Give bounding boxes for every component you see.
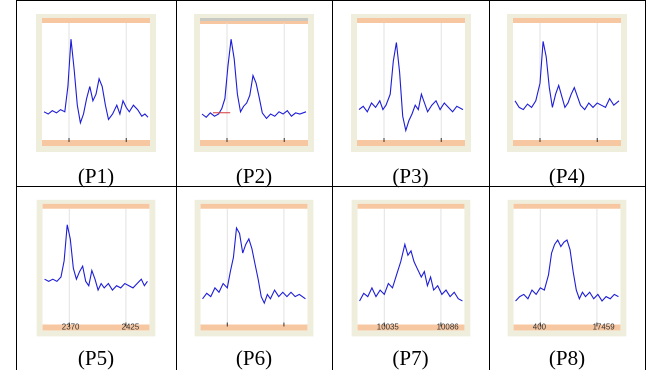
- waveform-thumbnail: 2370 2425: [36, 199, 156, 337]
- plot-area: [42, 18, 150, 146]
- top-band: [200, 203, 308, 209]
- waveform-thumbnail: [507, 14, 627, 152]
- top-band: [357, 203, 465, 209]
- plot-area: [42, 203, 150, 331]
- table-column-divider: [176, 0, 177, 370]
- panel-caption: (P8): [548, 346, 586, 370]
- panel-p7: 10035 10086 (P7): [332, 186, 489, 370]
- panel-caption: (P1): [77, 164, 115, 188]
- panel-caption: (P3): [392, 164, 429, 188]
- tick-label: 2425: [122, 322, 140, 331]
- bottom-band: [357, 140, 465, 146]
- panel-caption: (P7): [392, 346, 429, 370]
- top-band: [42, 18, 150, 23]
- bottom-band: [200, 140, 308, 146]
- top-band: [513, 203, 621, 209]
- plot-area: [200, 18, 308, 146]
- bottom-band: [42, 140, 150, 146]
- top-band: [513, 18, 621, 23]
- bottom-band: [357, 324, 465, 331]
- waveform-trace: [201, 39, 307, 120]
- panel-p5: 2370 2425 (P5): [16, 186, 176, 370]
- top-gray-band: [200, 18, 308, 21]
- table-border-left: [16, 0, 17, 370]
- panel-p3: (P3): [332, 0, 489, 188]
- panel-p8: 400 17459 (P8): [489, 186, 645, 370]
- table-border-top: [16, 0, 646, 1]
- top-band: [200, 21, 308, 24]
- bottom-band: [513, 324, 621, 331]
- panel-caption: (P5): [77, 346, 115, 370]
- tick-label: 400: [533, 322, 547, 331]
- waveform-trace: [358, 42, 464, 133]
- table-border-right: [645, 0, 646, 370]
- table-column-divider: [489, 0, 490, 370]
- waveform-trace: [514, 41, 620, 111]
- plot-area: [357, 18, 465, 146]
- bottom-band: [200, 324, 308, 331]
- table-column-divider: [332, 0, 333, 370]
- panel-p2: (P2): [176, 0, 332, 188]
- panel-p6: (P6): [176, 186, 332, 370]
- waveform-thumbnail: 10035 10086: [351, 199, 471, 337]
- table-row-divider: [16, 186, 646, 187]
- waveform-trace: [43, 39, 149, 125]
- bottom-band: [42, 324, 150, 331]
- top-band: [357, 18, 465, 23]
- panel-caption: (P6): [235, 346, 273, 370]
- plot-area: [513, 18, 621, 146]
- waveform-trace: [202, 226, 306, 305]
- top-band: [42, 203, 150, 209]
- panel-p4: (P4): [489, 0, 645, 188]
- waveform-trace: [359, 242, 463, 302]
- waveform-thumbnail: 400 17459: [507, 199, 627, 337]
- bottom-band: [513, 140, 621, 146]
- waveform-thumbnail: [36, 14, 156, 152]
- tick-label: 10035: [377, 322, 400, 331]
- tick-label: 2370: [62, 322, 80, 331]
- waveform-thumbnail: [194, 199, 314, 337]
- figure-grid: (P1) (P2) (P3) (P4) 2370 2425 (P5) (P6) 10035 100…: [16, 0, 646, 370]
- plot-area: [513, 203, 621, 331]
- waveform-trace: [44, 224, 148, 292]
- waveform-thumbnail: [194, 14, 314, 152]
- plot-area: [357, 203, 465, 331]
- tick-label: 10086: [437, 322, 460, 331]
- waveform-trace: [515, 238, 619, 302]
- plot-area: [200, 203, 308, 331]
- panel-p1: (P1): [16, 0, 176, 188]
- waveform-thumbnail: [351, 14, 471, 152]
- panel-caption: (P2): [235, 164, 273, 188]
- tick-label: 17459: [593, 322, 616, 331]
- panel-caption: (P4): [548, 164, 586, 188]
